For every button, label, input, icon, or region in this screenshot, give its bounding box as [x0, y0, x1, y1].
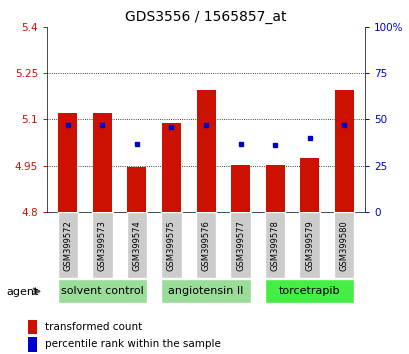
Text: GSM399573: GSM399573 — [98, 220, 107, 270]
Bar — [161, 279, 250, 303]
Bar — [231, 165, 249, 212]
Text: GSM399578: GSM399578 — [270, 220, 279, 270]
Bar — [299, 158, 318, 212]
Text: solvent control: solvent control — [61, 286, 144, 296]
Text: torcetrapib: torcetrapib — [278, 286, 339, 296]
Text: percentile rank within the sample: percentile rank within the sample — [45, 339, 220, 349]
Text: GSM399579: GSM399579 — [304, 220, 313, 270]
Bar — [333, 212, 353, 278]
Bar — [196, 90, 215, 212]
Bar — [161, 212, 181, 278]
Bar — [58, 212, 78, 278]
Bar — [28, 337, 37, 352]
Bar — [92, 212, 112, 278]
Bar — [264, 212, 285, 278]
Bar — [28, 320, 37, 334]
Bar — [265, 165, 284, 212]
Text: transformed count: transformed count — [45, 322, 142, 332]
Bar — [58, 279, 147, 303]
Bar — [58, 113, 77, 212]
Bar — [93, 113, 112, 212]
Bar — [299, 212, 319, 278]
Text: angiotensin II: angiotensin II — [168, 286, 243, 296]
Text: GSM399572: GSM399572 — [63, 220, 72, 270]
Bar — [127, 167, 146, 212]
Text: GSM399580: GSM399580 — [339, 220, 348, 270]
Text: GSM399576: GSM399576 — [201, 220, 210, 270]
Title: GDS3556 / 1565857_at: GDS3556 / 1565857_at — [125, 10, 286, 24]
Bar — [334, 90, 353, 212]
Bar — [162, 122, 180, 212]
Bar — [126, 212, 147, 278]
Text: GSM399575: GSM399575 — [166, 220, 175, 270]
Text: agent: agent — [6, 287, 38, 297]
Text: GSM399577: GSM399577 — [236, 220, 245, 270]
Text: GSM399574: GSM399574 — [132, 220, 141, 270]
Bar — [196, 212, 216, 278]
Bar — [264, 279, 353, 303]
Bar — [230, 212, 250, 278]
